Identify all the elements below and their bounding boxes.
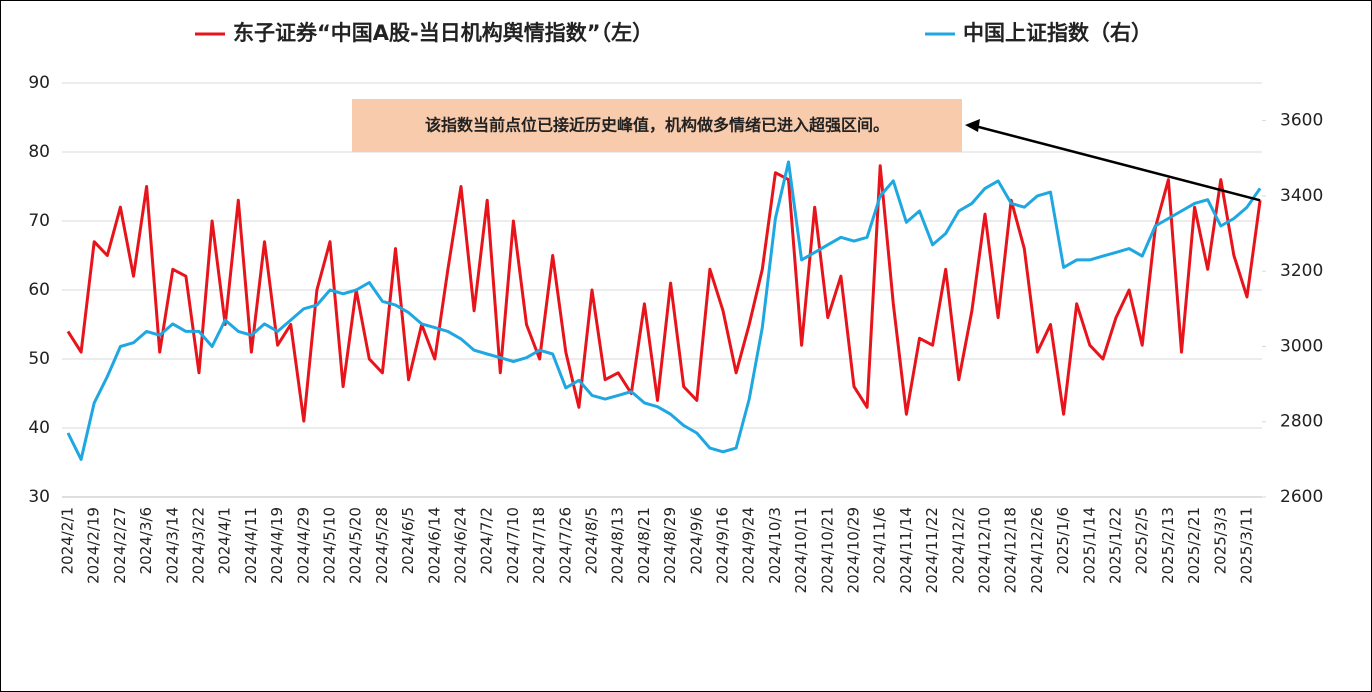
y-tick-label: 50 [28, 349, 50, 369]
annotation: 该指数当前点位已接近历史峰值，机构做多情绪已进入超强区间。 [425, 116, 889, 135]
x-tick-label: 2025/2/13 [1159, 507, 1177, 584]
x-tick-label: 2024/9/16 [714, 507, 732, 584]
x-tick-label: 2024/10/3 [766, 507, 784, 584]
y2-tick-label: 3000 [1280, 336, 1323, 356]
x-tick-label: 2025/2/5 [1133, 507, 1151, 574]
x-tick-label: 2024/5/28 [373, 507, 391, 584]
y-tick-label: 80 [28, 142, 50, 162]
x-tick-label: 2025/3/11 [1238, 507, 1256, 584]
x-tick-label: 2024/3/6 [137, 507, 155, 574]
series-line [66, 160, 1262, 461]
x-tick-label: 2024/10/21 [818, 507, 836, 593]
x-tick-label: 2024/6/24 [452, 507, 470, 584]
x-tick-label: 2024/2/27 [111, 507, 129, 584]
x-tick-label: 2024/3/22 [190, 507, 208, 584]
x-tick-label: 2024/9/6 [687, 507, 705, 574]
legend-text: 中国上证指数（右） [963, 21, 1152, 45]
x-tick-label: 2024/2/1 [59, 507, 77, 574]
x-tick-label: 2024/5/20 [347, 507, 365, 584]
x-tick-label: 2025/1/22 [1107, 507, 1125, 584]
y2-tick-label: 3200 [1280, 261, 1323, 281]
x-tick-label: 2024/4/1 [216, 507, 234, 574]
x-tick-label: 2024/2/19 [85, 507, 103, 584]
x-tick-label: 2024/7/10 [504, 507, 522, 584]
x-tick-label: 2024/11/22 [923, 507, 941, 593]
x-tick-label: 2024/12/26 [1028, 507, 1046, 593]
x-tick-label: 2024/7/2 [478, 507, 496, 574]
x-tick-label: 2024/12/18 [1002, 507, 1020, 593]
x-tick-label: 2024/7/26 [556, 507, 574, 584]
annotation-arrow [974, 124, 1261, 202]
annotation-arrowhead [965, 119, 980, 132]
x-tick-label: 2024/8/29 [661, 507, 679, 584]
annotation-box [352, 99, 962, 152]
x-tick-label: 2024/6/14 [425, 507, 443, 584]
x-tick-label: 2024/11/6 [871, 507, 889, 584]
x-tick-label: 2024/4/11 [242, 507, 260, 584]
y-tick-label: 90 [28, 73, 50, 93]
x-tick-label: 2024/6/5 [399, 507, 417, 574]
x-tick-label: 2024/10/11 [792, 507, 810, 593]
series-line [66, 164, 1262, 423]
x-tick-label: 2024/11/14 [897, 507, 915, 593]
y-tick-label: 60 [28, 280, 50, 300]
y2-tick-label: 3600 [1280, 111, 1323, 131]
x-tick-label: 2024/8/5 [583, 507, 601, 574]
x-tick-label: 2024/4/29 [294, 507, 312, 584]
x-tick-label: 2024/9/24 [740, 507, 758, 584]
x-tick-label: 2024/8/13 [609, 507, 627, 584]
x-tick-label: 2024/7/18 [530, 507, 548, 584]
legend-text: 东子证券“中国A股-当日机构舆情指数”（左） [233, 21, 653, 45]
x-tick-label: 2024/12/2 [949, 507, 967, 584]
y-tick-label: 40 [28, 418, 50, 438]
y2-tick-label: 2600 [1280, 487, 1323, 507]
x-tick-label: 2024/4/19 [268, 507, 286, 584]
y-tick-label: 30 [28, 487, 50, 507]
x-tick-label: 2025/1/6 [1054, 507, 1072, 574]
x-tick-label: 2025/3/3 [1211, 507, 1229, 574]
x-tick-label: 2024/10/29 [845, 507, 863, 593]
x-tick-label: 2024/8/21 [635, 507, 653, 584]
x-tick-label: 2024/5/10 [321, 507, 339, 584]
x-tick-label: 2025/2/21 [1185, 507, 1203, 584]
x-tick-label: 2025/1/14 [1080, 507, 1098, 584]
y-tick-label: 70 [28, 211, 50, 231]
y2-tick-label: 3400 [1280, 186, 1323, 206]
y2-tick-label: 2800 [1280, 412, 1323, 432]
x-tick-label: 2024/3/14 [163, 507, 181, 584]
x-tick-label: 2024/12/10 [976, 507, 994, 593]
